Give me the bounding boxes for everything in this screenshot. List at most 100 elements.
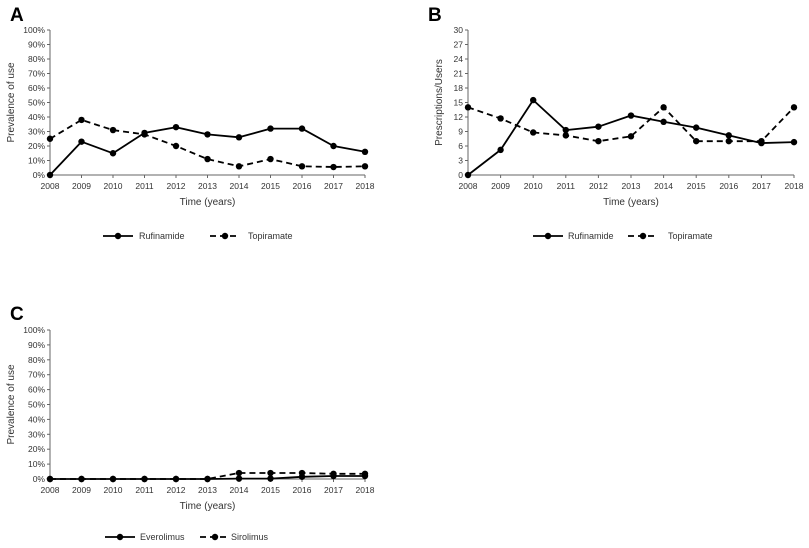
data-point-sirolimus — [361, 470, 369, 477]
x-tick-label: 2011 — [135, 181, 154, 191]
y-tick-label: 100% — [23, 25, 45, 35]
y-tick-label: 40% — [28, 112, 45, 122]
data-point-topiramate — [725, 137, 732, 145]
data-point-topiramate — [790, 104, 798, 111]
y-tick-label: 40% — [28, 414, 45, 424]
x-tick-label: 2013 — [198, 485, 217, 495]
x-tick-label: 2017 — [324, 181, 343, 191]
y-tick-label: 30 — [454, 25, 464, 35]
legend-marker-sirolimus — [211, 533, 219, 541]
data-point-rufinamide — [595, 123, 602, 130]
y-tick-label: 80% — [28, 355, 45, 365]
y-tick-label: 60% — [28, 385, 45, 395]
chart-panel-c: C 0% 10% 20% 30% 40% 50% 60% 70% 80% 90% 100% 2008 20… — [6, 304, 375, 542]
y-tick-label: 20% — [28, 141, 45, 151]
x-tick-label: 2008 — [41, 485, 60, 495]
x-tick-label: 2011 — [557, 181, 576, 191]
data-point-sirolimus — [172, 475, 180, 483]
y-tick-label: 18 — [454, 83, 464, 93]
data-point-topiramate — [693, 137, 700, 145]
data-point-rufinamide — [46, 171, 54, 179]
y-tick-label: 12 — [454, 112, 464, 122]
legend-marker-topiramate — [221, 232, 229, 240]
data-point-everolimus — [235, 475, 243, 482]
legend-marker-rufinamide — [114, 232, 122, 240]
y-tick-label: 90% — [28, 340, 45, 350]
chart-panel-a: A 0% 10% 20% 30% 40% 50% 60% 70% 80% 90% 100% 2008 20… — [6, 5, 375, 241]
data-point-topiramate — [46, 135, 54, 142]
legend-marker-everolimus — [116, 533, 124, 541]
y-tick-label: 24 — [454, 54, 464, 64]
data-point-topiramate — [530, 129, 537, 136]
data-point-sirolimus — [267, 469, 274, 477]
x-tick-label: 2011 — [135, 485, 154, 495]
x-tick-label: 2013 — [622, 181, 641, 191]
x-axis-label: Time (years) — [180, 501, 236, 512]
data-point-rufinamide — [204, 131, 211, 138]
data-point-sirolimus — [298, 469, 306, 477]
y-tick-label: 0% — [33, 474, 46, 484]
legend-label-topiramate: Topiramate — [668, 231, 713, 241]
data-point-topiramate — [235, 163, 243, 170]
x-tick-label: 2016 — [293, 181, 312, 191]
data-point-rufinamide — [660, 118, 667, 126]
x-tick-label: 2009 — [491, 181, 510, 191]
data-point-topiramate — [78, 116, 85, 124]
x-tick-label: 2009 — [72, 485, 91, 495]
data-point-rufinamide — [235, 134, 243, 141]
data-point-rufinamide — [530, 96, 537, 104]
y-axis-label: Prevalence of use — [6, 364, 17, 444]
x-tick-label: 2016 — [293, 485, 312, 495]
data-point-topiramate — [361, 163, 369, 170]
series-line-topiramate — [467, 106, 795, 143]
data-point-rufinamide — [109, 150, 117, 157]
x-tick-label: 2008 — [459, 181, 478, 191]
data-point-topiramate — [330, 163, 337, 171]
x-tick-label: 2014 — [230, 485, 249, 495]
x-tick-label: 2010 — [104, 485, 123, 495]
x-axis-label: Time (years) — [180, 197, 236, 208]
data-point-topiramate — [109, 126, 117, 134]
legend-label-rufinamide: Rufinamide — [139, 231, 185, 241]
y-tick-label: 15 — [454, 98, 464, 108]
y-tick-label: 27 — [454, 40, 464, 50]
data-point-rufinamide — [693, 124, 700, 131]
x-tick-label: 2015 — [261, 485, 280, 495]
legend-marker-rufinamide — [544, 232, 552, 240]
x-tick-label: 2016 — [719, 181, 738, 191]
legend-label-topiramate: Topiramate — [248, 231, 293, 241]
y-tick-label: 100% — [23, 325, 45, 335]
x-tick-label: 2009 — [72, 181, 91, 191]
data-point-sirolimus — [141, 475, 148, 483]
data-point-topiramate — [562, 132, 569, 139]
x-tick-label: 2015 — [261, 181, 280, 191]
y-tick-label: 80% — [28, 54, 45, 64]
data-point-rufinamide — [725, 132, 732, 139]
data-point-topiramate — [267, 155, 274, 163]
x-tick-label: 2014 — [654, 181, 673, 191]
y-tick-label: 6 — [458, 141, 463, 151]
panel-letter: C — [10, 304, 24, 325]
x-tick-label: 2012 — [167, 485, 186, 495]
x-tick-label: 2018 — [356, 485, 375, 495]
data-point-rufinamide — [78, 138, 85, 145]
x-tick-label: 2017 — [324, 485, 343, 495]
legend-label-sirolimus: Sirolimus — [231, 532, 269, 542]
data-point-topiramate — [758, 137, 765, 145]
data-point-rufinamide — [330, 142, 337, 150]
data-point-topiramate — [464, 104, 472, 111]
data-point-rufinamide — [361, 148, 369, 155]
data-point-rufinamide — [464, 171, 472, 179]
legend-label-everolimus: Everolimus — [140, 532, 185, 542]
data-point-sirolimus — [330, 470, 337, 477]
data-point-sirolimus — [109, 475, 117, 483]
y-tick-label: 9 — [458, 127, 463, 137]
data-point-rufinamide — [497, 146, 504, 154]
x-tick-label: 2008 — [41, 181, 60, 191]
y-axis-label: Prescriptions/Users — [434, 59, 445, 146]
data-point-topiramate — [204, 155, 211, 163]
x-tick-label: 2017 — [752, 181, 771, 191]
chart-panel-b: B 0 3 6 9 12 15 18 21 24 27 30 2008 2009 2010 2011 2012 2… — [428, 5, 804, 241]
data-point-sirolimus — [204, 475, 211, 483]
data-point-rufinamide — [562, 126, 569, 134]
